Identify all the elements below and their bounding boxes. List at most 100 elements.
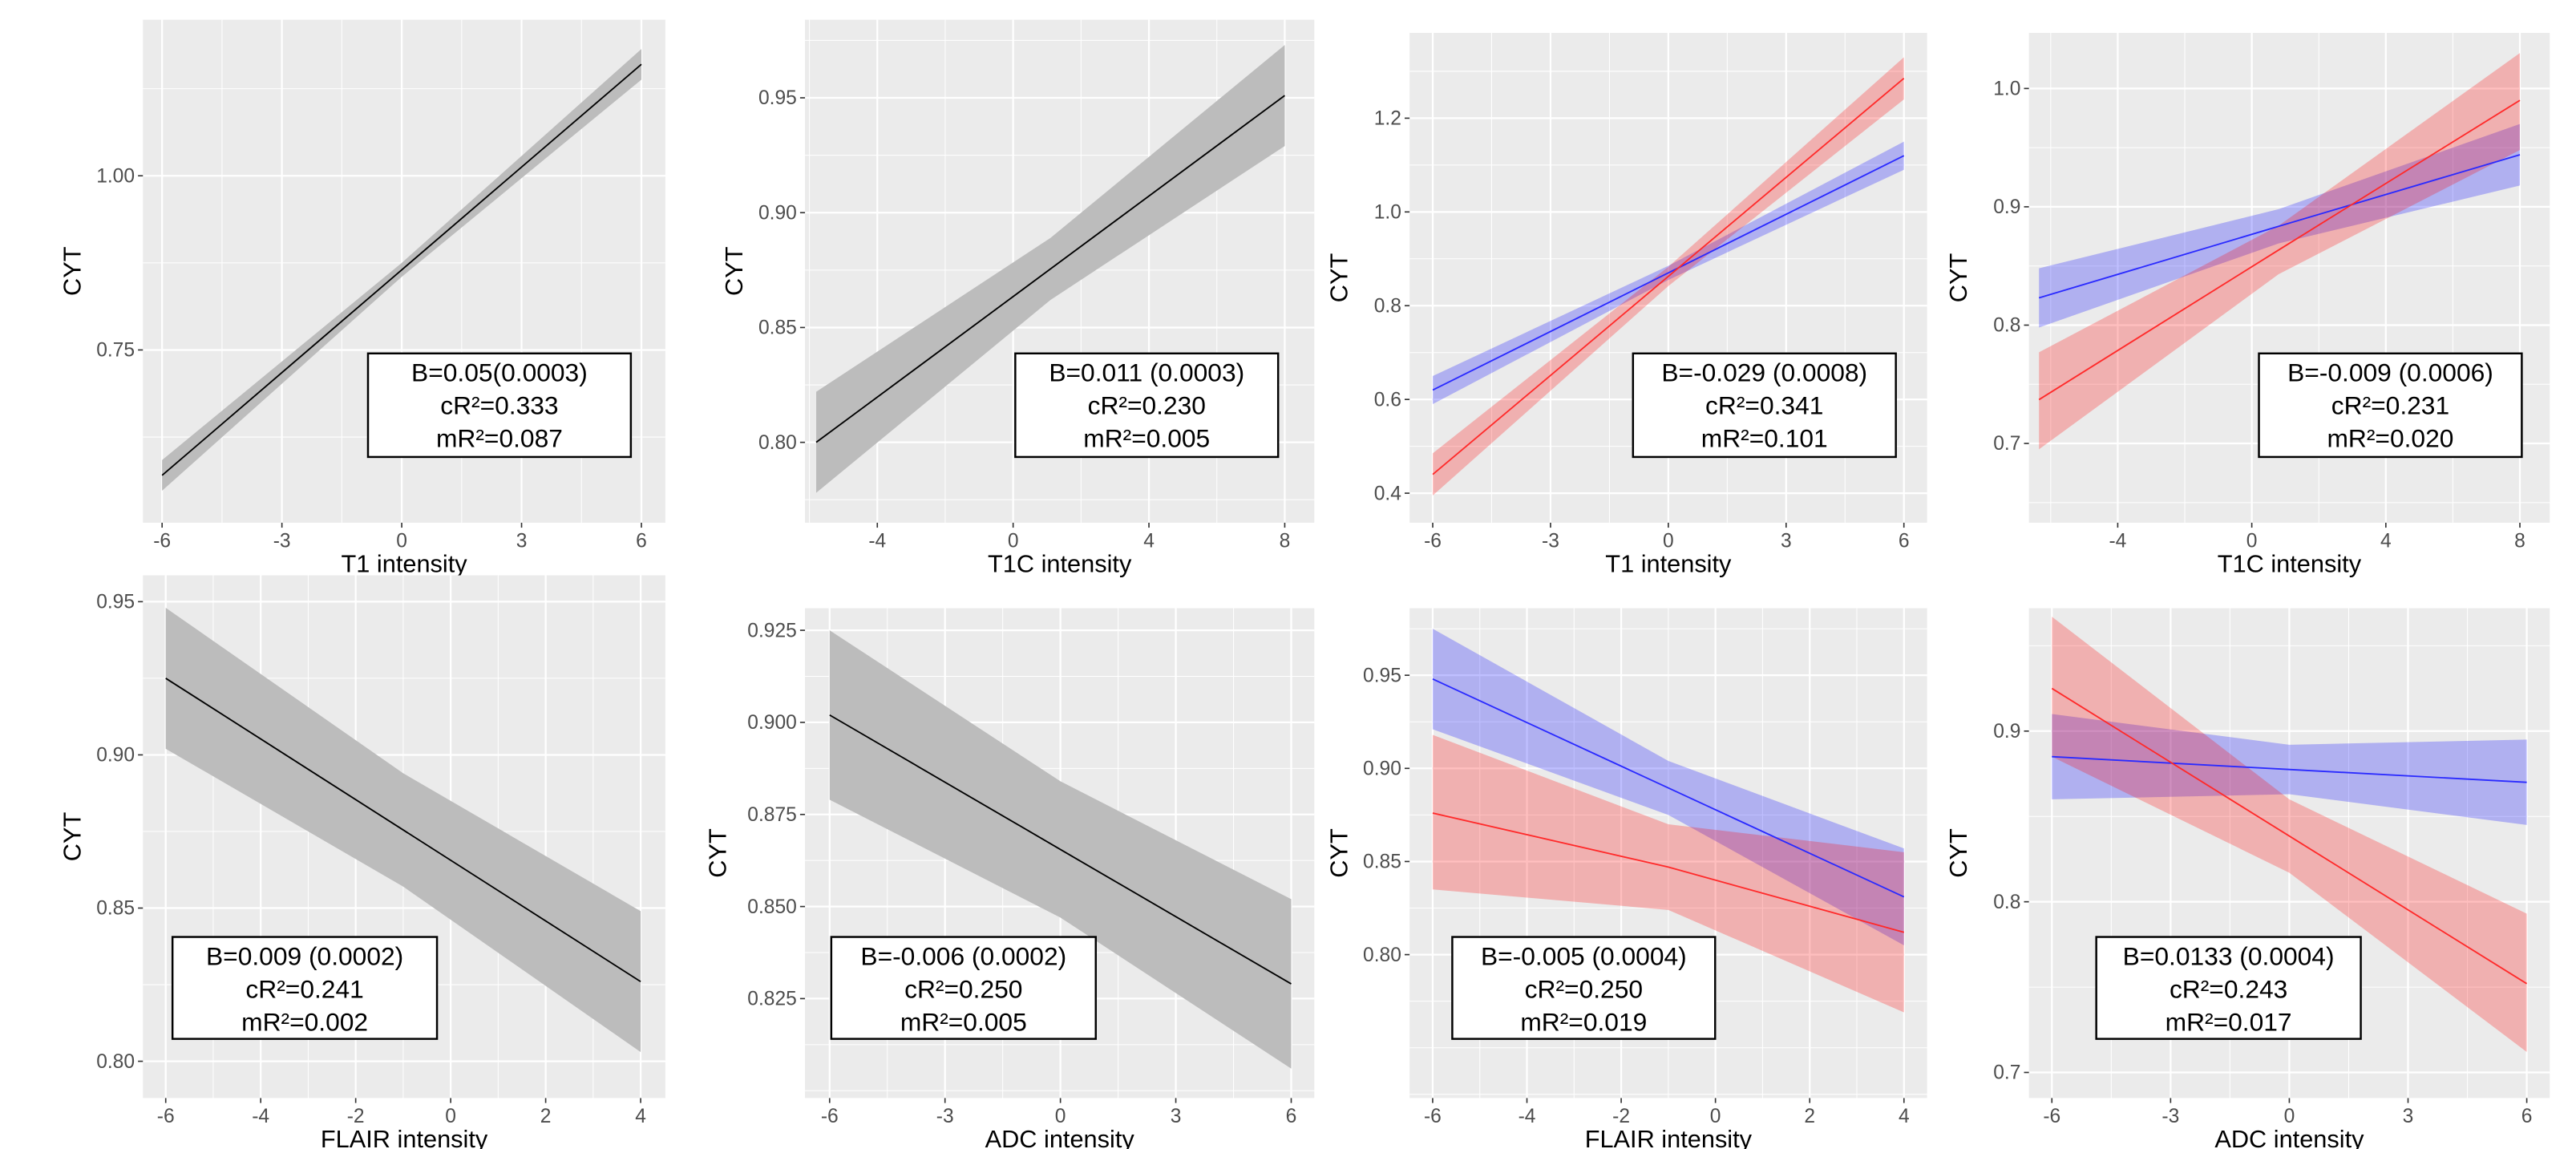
y-axis-title: CYT xyxy=(1944,253,1972,303)
annotation-line: cR²=0.243 xyxy=(2170,974,2287,1003)
black-regression-line xyxy=(161,63,642,476)
y-axis-title: CYT xyxy=(1944,828,1972,878)
y-tick-label: 0.85 xyxy=(758,318,797,339)
red-confidence-band xyxy=(1432,734,1904,1013)
y-axis-title: CYT xyxy=(58,246,86,296)
y-tick-label: 0.80 xyxy=(758,432,797,454)
annotation-line: cR²=0.333 xyxy=(440,391,558,420)
x-tick-label: -4 xyxy=(2109,531,2126,552)
annotation-line: B=-0.006 (0.0002) xyxy=(860,941,1066,970)
y-tick-label: 0.9 xyxy=(1993,196,2020,218)
y-tick-label: 1.0 xyxy=(1993,79,2020,100)
panel-2: -4 0 4 8 0.80 0.85 0.90 0.95 T1C intensity CYT B=0… xyxy=(720,19,1315,577)
y-tick-label: 0.80 xyxy=(96,1051,135,1073)
y-tick-label: 1.2 xyxy=(1374,108,1401,130)
x-tick-label: 3 xyxy=(1781,531,1792,552)
annotation-line: B=0.011 (0.0003) xyxy=(1049,358,1244,387)
y-tick-label: 0.6 xyxy=(1374,389,1401,411)
x-tick-label: 0 xyxy=(1663,531,1674,552)
stats-annotation-box: B=0.011 (0.0003) cR²=0.230 mR²=0.005 xyxy=(1014,352,1280,459)
x-tick-label: 0 xyxy=(1055,1106,1066,1127)
x-tick-label: 8 xyxy=(1280,531,1291,552)
black-regression-line xyxy=(815,95,1285,443)
x-tick-label: -4 xyxy=(868,531,886,552)
y-axis-title: CYT xyxy=(704,828,732,878)
x-tick-label: -6 xyxy=(1424,1106,1442,1127)
x-tick-label: 6 xyxy=(1899,531,1910,552)
panel-6: -6 -3 0 3 6 0.825 0.850 0.875 0.900 0.925 ADC inte… xyxy=(704,608,1315,1149)
red-regression-line xyxy=(2051,687,2528,985)
x-axis-title: FLAIR intensity xyxy=(1585,1125,1753,1149)
stats-annotation-box: B=0.05(0.0003) cR²=0.333 mR²=0.087 xyxy=(366,352,633,459)
y-axis-title: CYT xyxy=(1324,828,1353,878)
annotation-line: mR²=0.005 xyxy=(1083,424,1210,453)
y-tick-label: 0.95 xyxy=(1363,665,1401,686)
x-tick-label: 2 xyxy=(1804,1106,1815,1127)
panel-5: -6 -4 -2 0 2 4 0.80 0.85 0.90 0.95 FLAIR intensity… xyxy=(58,575,665,1149)
x-tick-label: -6 xyxy=(1424,531,1442,552)
y-tick-label: 1.0 xyxy=(1374,202,1401,224)
x-tick-label: 0 xyxy=(445,1106,456,1127)
annotation-line: cR²=0.250 xyxy=(1525,974,1643,1003)
blue-regression-line xyxy=(2052,755,2527,783)
annotation-line: mR²=0.002 xyxy=(241,1007,368,1036)
black-regression-line xyxy=(829,714,1292,985)
y-tick-label: 0.8 xyxy=(1993,892,2020,913)
annotation-line: cR²=0.241 xyxy=(245,974,363,1003)
annotation-line: cR²=0.230 xyxy=(1088,391,1206,420)
panel-3: -6 -3 0 3 6 0.4 0.6 0.8 1.0 1.2 T1 intensity CYT B=-… xyxy=(1324,33,1927,577)
red-confidence-band xyxy=(2039,53,2521,450)
black-regression-line xyxy=(165,678,641,983)
panel-1: -6 -3 0 3 6 0.75 1.00 T1 intensity CYT B=0.05(0.0… xyxy=(58,19,665,577)
annotation-line: mR²=0.019 xyxy=(1520,1007,1647,1036)
x-tick-label: 2 xyxy=(540,1106,552,1127)
y-tick-label: 1.00 xyxy=(96,165,135,187)
y-tick-label: 0.850 xyxy=(747,896,797,918)
x-tick-label: -3 xyxy=(2161,1106,2179,1127)
annotation-line: cR²=0.231 xyxy=(2331,391,2449,420)
annotation-border xyxy=(1451,936,1717,1040)
y-tick-label: 0.80 xyxy=(1363,945,1401,966)
annotation-line: B=-0.009 (0.0006) xyxy=(2287,358,2493,387)
stats-annotation-box: B=0.009 (0.0002) cR²=0.241 mR²=0.002 xyxy=(171,936,439,1040)
x-tick-label: 4 xyxy=(635,1106,646,1127)
annotation-line: B=0.05(0.0003) xyxy=(411,358,588,387)
red-regression-line xyxy=(1432,78,1905,475)
y-tick-label: 0.95 xyxy=(96,592,135,613)
y-tick-label: 0.8 xyxy=(1374,295,1401,317)
x-tick-label: 0 xyxy=(396,531,407,552)
annotation-line: mR²=0.017 xyxy=(2166,1007,2292,1036)
y-tick-label: 0.900 xyxy=(747,712,797,734)
x-tick-label: 6 xyxy=(636,531,647,552)
x-axis-title: FLAIR intensity xyxy=(321,1125,488,1149)
annotation-line: mR²=0.005 xyxy=(900,1007,1027,1036)
stats-annotation-box: B=-0.006 (0.0002) cR²=0.250 mR²=0.005 xyxy=(830,936,1097,1040)
x-tick-label: -6 xyxy=(821,1106,839,1127)
annotation-border xyxy=(2095,936,2362,1040)
y-tick-label: 0.925 xyxy=(747,620,797,641)
x-tick-label: 4 xyxy=(2380,531,2392,552)
stats-annotation-box: B=-0.029 (0.0008) cR²=0.341 mR²=0.101 xyxy=(1632,352,1897,459)
y-axis-title: CYT xyxy=(720,246,748,296)
blue-regression-line xyxy=(2038,154,2521,299)
x-axis-title: T1 intensity xyxy=(1605,549,1732,577)
annotation-border xyxy=(1014,352,1280,459)
y-tick-label: 0.85 xyxy=(1363,852,1401,873)
annotation-border xyxy=(171,936,439,1040)
y-tick-label: 0.90 xyxy=(758,202,797,224)
red-regression-line xyxy=(1432,812,1905,933)
x-axis-title: T1 intensity xyxy=(342,549,468,577)
y-tick-label: 0.9 xyxy=(1993,721,2020,742)
annotation-line: B=0.0133 (0.0004) xyxy=(2123,941,2335,970)
annotation-border xyxy=(366,352,633,459)
x-tick-label: 3 xyxy=(516,531,528,552)
panel-7: -6 -4 -2 0 2 4 0.80 0.85 0.90 0.95 FLAIR intensity… xyxy=(1324,608,1927,1149)
x-tick-label: -6 xyxy=(157,1106,175,1127)
x-tick-label: -3 xyxy=(273,531,291,552)
x-tick-label: 3 xyxy=(1171,1106,1182,1127)
y-axis-title: CYT xyxy=(1324,253,1353,303)
red-confidence-band xyxy=(2052,617,2527,1052)
x-tick-label: -4 xyxy=(1519,1106,1536,1127)
x-tick-label: -3 xyxy=(936,1106,954,1127)
